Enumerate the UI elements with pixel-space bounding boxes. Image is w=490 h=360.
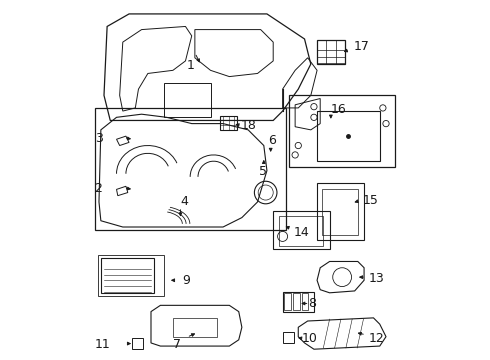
Text: 11: 11 [95,338,110,351]
Text: 5: 5 [259,165,268,178]
Text: 17: 17 [353,40,369,53]
Text: 8: 8 [308,297,316,310]
Text: 13: 13 [368,272,384,285]
Text: 6: 6 [268,134,276,147]
Text: 1: 1 [187,59,195,72]
Text: 2: 2 [95,182,102,195]
Text: 9: 9 [182,274,190,287]
Text: 7: 7 [173,338,181,351]
Text: 10: 10 [301,332,318,345]
Text: 14: 14 [293,225,309,239]
Text: 3: 3 [95,131,102,144]
Text: 18: 18 [241,119,256,132]
Text: 16: 16 [331,103,346,116]
Text: 12: 12 [368,332,384,345]
Text: 4: 4 [180,195,188,208]
Text: 15: 15 [362,194,378,207]
